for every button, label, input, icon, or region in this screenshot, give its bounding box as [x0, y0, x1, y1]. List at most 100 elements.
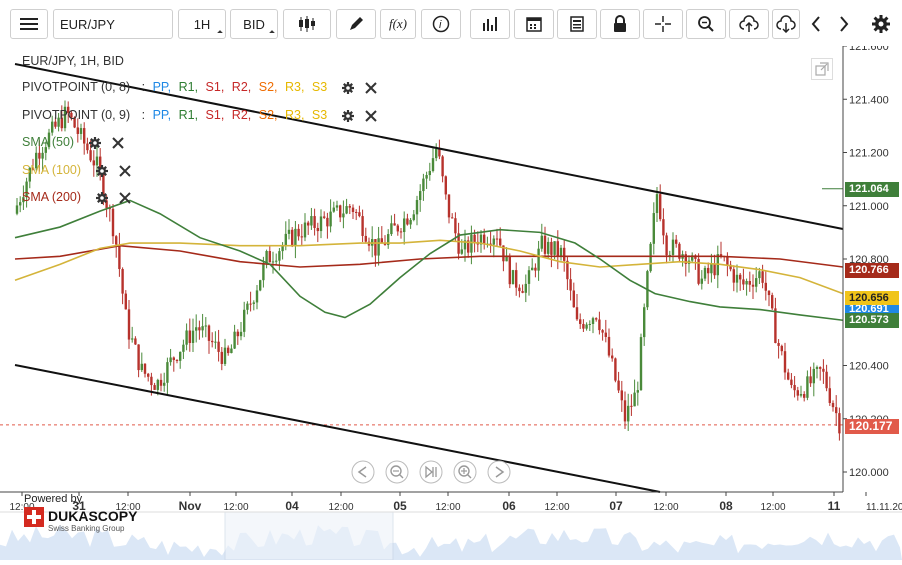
candle-body: [787, 372, 790, 380]
scroll-left-button[interactable]: [803, 9, 829, 39]
candle-body: [73, 117, 76, 128]
candle-body: [447, 194, 451, 218]
candle-body: [556, 241, 559, 257]
candle-body: [422, 178, 425, 192]
zoom-in-button[interactable]: [453, 460, 477, 484]
candle-body: [86, 143, 89, 151]
candle-body: [169, 357, 172, 363]
pivot-pp: PP,: [152, 80, 172, 94]
zoom-button[interactable]: [686, 9, 726, 39]
volume-button[interactable]: [470, 9, 510, 39]
reset-button[interactable]: [419, 460, 443, 484]
expand-icon: [815, 62, 829, 76]
gear-icon[interactable]: [341, 81, 355, 95]
candle-body: [271, 261, 275, 263]
sma100-legend: SMA (100): [22, 163, 132, 178]
candle-body: [582, 323, 585, 329]
candle-body: [76, 127, 79, 134]
lock-button[interactable]: [600, 9, 640, 39]
chart-area[interactable]: 121.600 121.400 121.200 121.000 120.800 120.4…: [0, 41, 902, 561]
candle-body: [572, 290, 575, 308]
candle-body: [323, 216, 326, 218]
expand-button[interactable]: [811, 58, 833, 80]
candle-body: [521, 291, 524, 293]
candle-body: [662, 219, 665, 236]
zoom-out-button[interactable]: [385, 460, 409, 484]
close-icon[interactable]: [118, 191, 132, 205]
candle-body: [19, 202, 22, 206]
crosshair-icon: [655, 16, 671, 32]
candle-body: [67, 106, 70, 113]
settings-button[interactable]: [866, 9, 896, 39]
candle-body: [591, 318, 595, 324]
close-icon[interactable]: [364, 109, 378, 123]
candle-body: [713, 264, 716, 276]
info-button[interactable]: i: [421, 9, 461, 39]
close-icon[interactable]: [111, 136, 125, 150]
candle-body: [137, 344, 140, 371]
candle-body: [745, 281, 748, 285]
sma200-line: [14, 244, 844, 268]
candle-body: [329, 211, 332, 227]
candle-body: [435, 148, 438, 159]
nav-left-button[interactable]: [351, 460, 375, 484]
upload-button[interactable]: [729, 9, 769, 39]
candle-body: [518, 287, 521, 292]
candle-body: [409, 219, 412, 225]
candle-body: [355, 211, 358, 213]
candle-body: [815, 367, 819, 369]
crosshair-button[interactable]: [643, 9, 683, 39]
menu-button[interactable]: [10, 9, 48, 39]
pivot-r3: R3,: [284, 80, 305, 94]
candle-body: [377, 238, 380, 256]
candle-body: [703, 267, 707, 279]
candle-body: [719, 254, 723, 257]
draw-tool-button[interactable]: [336, 9, 376, 39]
nav-right-button[interactable]: [487, 460, 511, 484]
download-button[interactable]: [772, 9, 800, 39]
candle-body: [726, 256, 729, 265]
gear-icon[interactable]: [95, 191, 109, 205]
candle-body: [790, 379, 793, 386]
candle-body: [639, 337, 643, 391]
candle-body: [822, 368, 825, 372]
scroll-right-button[interactable]: [831, 9, 857, 39]
price-type-select[interactable]: BID: [230, 9, 278, 39]
pivot-r2: R2,: [231, 108, 252, 122]
candle-body: [454, 218, 457, 234]
corner-arrow-icon: [269, 30, 275, 36]
candle-body: [489, 243, 492, 245]
gear-icon[interactable]: [341, 109, 355, 123]
price-chart[interactable]: 121.600121.400121.200121.000120.800120.4…: [0, 41, 902, 561]
time-tick-label: 12:00: [435, 502, 460, 513]
gear-icon[interactable]: [88, 136, 102, 150]
candle-body: [127, 309, 131, 340]
calendar-icon: [526, 17, 542, 32]
time-tick-label: 04: [285, 499, 299, 513]
brand-sub: Swiss Banking Group: [48, 524, 125, 533]
time-tick-label: 12:00: [760, 502, 785, 513]
candle-body: [156, 379, 159, 390]
time-tick-label: 06: [502, 499, 516, 513]
timeframe-select[interactable]: 1H: [178, 9, 226, 39]
candle-body: [710, 264, 713, 274]
candle-body: [566, 260, 569, 280]
close-icon[interactable]: [118, 164, 132, 178]
candle-body: [470, 234, 473, 253]
candle-body: [425, 175, 428, 179]
navigator-window[interactable]: [224, 511, 394, 561]
candle-body: [233, 331, 236, 349]
candle-body: [265, 251, 268, 263]
candle-body: [595, 318, 598, 320]
trendline-upper: [14, 63, 844, 230]
report-button[interactable]: [557, 9, 597, 39]
indicators-button[interactable]: f(x): [380, 9, 416, 39]
candle-body: [60, 117, 63, 129]
chart-type-button[interactable]: [283, 9, 331, 39]
gear-icon[interactable]: [95, 164, 109, 178]
candle-body: [460, 249, 463, 254]
calendar-button[interactable]: [514, 9, 554, 39]
symbol-input[interactable]: EUR/JPY: [53, 9, 173, 39]
close-icon[interactable]: [364, 81, 378, 95]
sma200-label: SMA (200): [22, 190, 82, 204]
